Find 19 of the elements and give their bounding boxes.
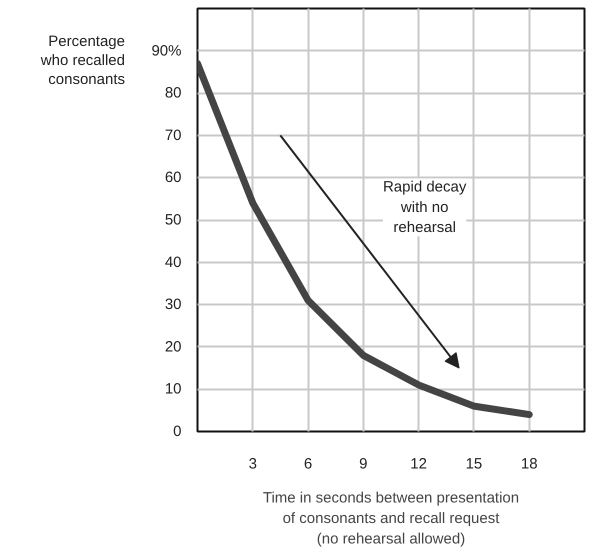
y-tick-label: 0 xyxy=(173,423,182,440)
y-tick-label: 30 xyxy=(164,296,182,314)
x-tick-label: 15 xyxy=(466,456,482,472)
annotation: Rapid decay with no rehearsal xyxy=(382,178,467,236)
x-tick-label: 3 xyxy=(248,456,257,472)
x-tick-label: 18 xyxy=(520,456,538,472)
x-axis-title: Time in seconds between presentation of consonants and recall request (no rehearsal allowed) xyxy=(262,490,520,548)
x-tick-label: 9 xyxy=(359,456,368,472)
y-tick-label: 10 xyxy=(164,380,182,398)
x-tick-label: 12 xyxy=(410,456,427,472)
y-tick-label: 70 xyxy=(164,126,182,144)
y-tick-label: 80 xyxy=(164,84,182,102)
y-tick-label: 20 xyxy=(164,338,182,356)
y-axis-title: Percentage who recalled consonants xyxy=(40,32,125,90)
y-tick-label: 40 xyxy=(164,254,182,271)
y-tick-label: 60 xyxy=(164,169,182,186)
x-tick-label: 6 xyxy=(304,456,312,472)
y-tick-label: 90% xyxy=(151,42,182,60)
y-tick-label: 50 xyxy=(164,212,182,228)
